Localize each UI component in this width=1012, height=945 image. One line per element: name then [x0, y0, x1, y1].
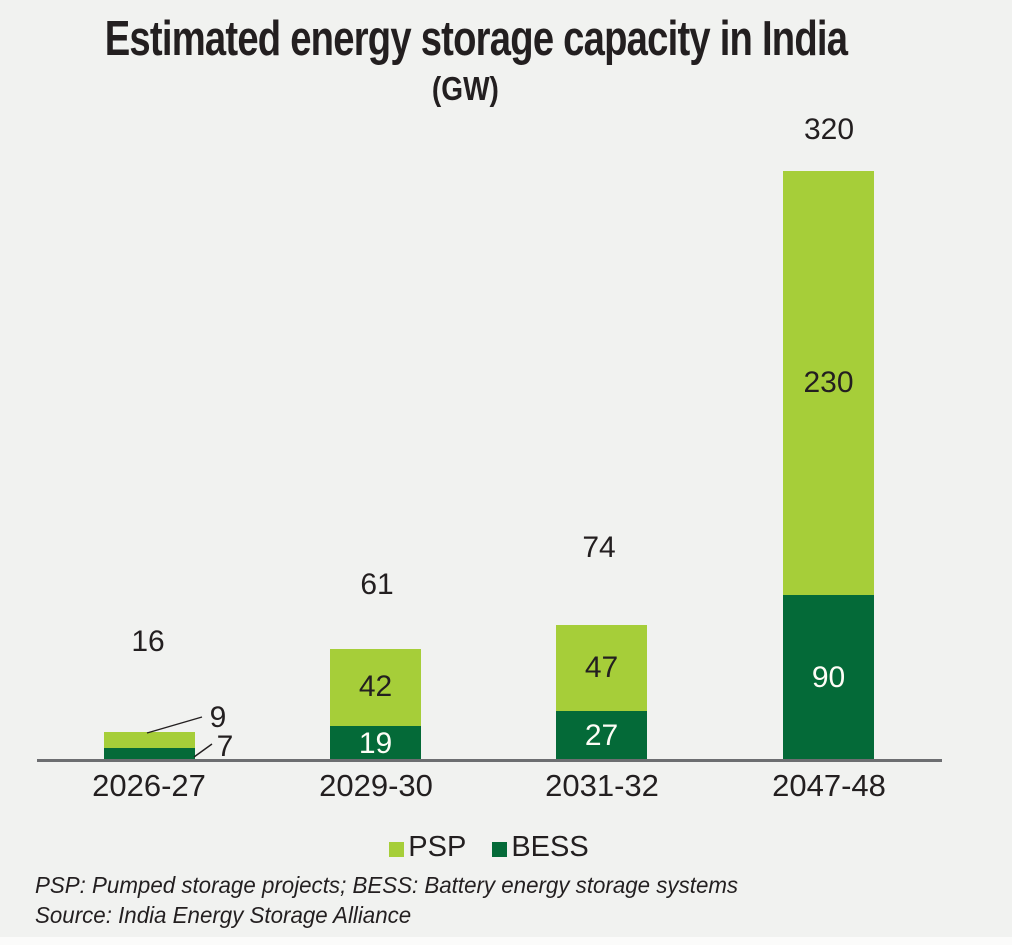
bess-value-label: 19: [358, 726, 393, 760]
psp-value-label: 230: [803, 366, 854, 400]
leader-line-bess: [193, 743, 213, 758]
bar-segment-psp: 47: [556, 624, 647, 712]
bar-segment-psp: 42: [330, 648, 421, 726]
psp-swatch-icon: [389, 842, 405, 857]
bar-segment-psp: 230: [783, 171, 874, 596]
bess-value-label: 27: [584, 719, 619, 753]
bar-segment-bess: 19: [330, 726, 421, 761]
legend-label-psp: PSP: [408, 831, 467, 863]
bess-swatch-icon: [492, 842, 508, 857]
x-axis-label-2029-30: 2029-30: [319, 768, 433, 803]
bar-segment-bess: 90: [783, 595, 874, 761]
total-label-2029-30: 61: [360, 568, 394, 601]
bar-segment-bess: [104, 748, 195, 761]
footnote: PSP: Pumped storage projects; BESS: Batt…: [35, 872, 739, 898]
legend-label-bess: BESS: [511, 831, 589, 863]
psp-value-label: 42: [358, 670, 393, 704]
callout-bess-value: 7: [216, 730, 234, 763]
total-label-2026-27: 16: [131, 625, 165, 658]
x-axis-line: [37, 759, 942, 762]
x-axis-label-2031-32: 2031-32: [545, 768, 659, 803]
callout-psp-value: 9: [209, 701, 227, 734]
chart-header: Estimated energy storage capacity in Ind…: [0, 0, 930, 106]
bar-2047-48: 230 90: [783, 171, 874, 761]
total-label-2031-32: 74: [582, 531, 616, 564]
bottom-strip: [0, 937, 1012, 945]
chart-unit-subtitle: (GW): [0, 72, 930, 105]
legend-item-psp: PSP: [389, 833, 466, 862]
legend-item-bess: BESS: [492, 831, 589, 863]
bar-segment-bess: 27: [556, 711, 647, 761]
bar-2029-30: 42 19: [330, 648, 421, 761]
x-axis-label-2047-48: 2047-48: [772, 768, 886, 803]
bar-2026-27: [104, 731, 195, 761]
total-label-2047-48: 320: [803, 113, 855, 146]
bar-segment-psp: [104, 731, 195, 749]
psp-value-label: 47: [584, 650, 619, 684]
page-title-text: Estimated energy storage capacity in Ind…: [104, 12, 848, 66]
source: Source: India Energy Storage Alliance: [35, 902, 412, 928]
bar-2031-32: 47 27: [556, 624, 647, 761]
page-title: Estimated energy storage capacity in Ind…: [0, 15, 930, 64]
legend: PSP BESS: [0, 833, 978, 862]
x-axis-label-2026-27: 2026-27: [92, 768, 206, 803]
bess-value-label: 90: [811, 661, 846, 695]
chart-unit-text: (GW): [431, 70, 499, 107]
